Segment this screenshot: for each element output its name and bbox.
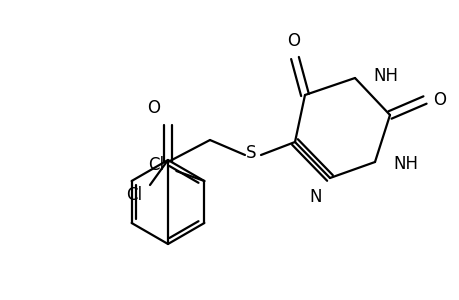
Text: NH: NH (372, 67, 397, 85)
Text: O: O (147, 99, 160, 117)
Text: S: S (245, 144, 256, 162)
Text: Cl: Cl (126, 186, 142, 204)
Text: O: O (287, 32, 300, 50)
Text: Cl: Cl (148, 156, 164, 174)
Text: NH: NH (392, 155, 417, 173)
Text: O: O (432, 91, 445, 109)
Text: N: N (309, 188, 321, 206)
